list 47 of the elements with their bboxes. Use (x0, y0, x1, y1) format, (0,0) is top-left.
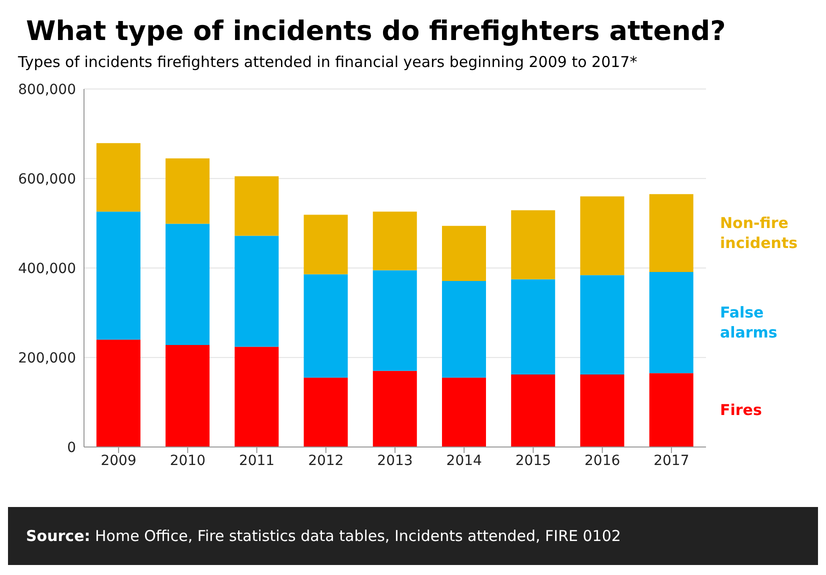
bar (304, 378, 348, 447)
x-tick-label: 2013 (377, 452, 413, 469)
chart-subtitle: Types of incidents firefighters attended in financial years beginning 2009 to 2017* (17, 52, 638, 73)
bar (234, 236, 279, 347)
x-tick-label: 2012 (308, 452, 344, 469)
x-tick-label: 2011 (238, 452, 275, 469)
bar (580, 275, 624, 375)
bar (96, 340, 140, 447)
bar (166, 158, 210, 224)
bar (166, 344, 210, 447)
y-tick-label: 200,000 (18, 350, 76, 366)
y-tick-label: 0 (67, 440, 76, 456)
bar (304, 214, 348, 274)
x-tick-label: 2017 (654, 452, 690, 469)
bar (372, 270, 417, 371)
bar (234, 176, 279, 236)
bar (511, 279, 556, 375)
y-tick-label: 400,000 (18, 260, 76, 277)
x-tick-label: 2010 (170, 452, 206, 469)
x-tick-label: 2014 (446, 452, 482, 469)
x-tick-label: 2016 (584, 452, 620, 469)
y-tick-label: 600,000 (18, 171, 76, 188)
y-tick-label: 800,000 (18, 82, 76, 98)
bar (649, 272, 694, 374)
bar (511, 374, 556, 447)
series-label: Fires (720, 401, 762, 420)
series-label: Non-fire incidents (720, 214, 798, 252)
source-note: Source: Home Office, Fire statistics data tables, Incidents attended, FIRE 0102 (8, 507, 818, 565)
bar (372, 212, 417, 270)
bar (580, 374, 624, 447)
bar (580, 196, 624, 276)
bar (511, 210, 556, 280)
series-label: False alarms (720, 304, 778, 342)
x-tick-label: 2015 (515, 452, 552, 469)
bar (166, 224, 210, 345)
bar (96, 143, 140, 212)
x-tick-label: 2009 (100, 452, 136, 469)
bar (442, 378, 486, 447)
bar (304, 274, 348, 378)
bar (442, 226, 486, 281)
chart-title: What type of incidents do firefighters attend? (25, 15, 727, 47)
bar (96, 212, 140, 340)
bar (372, 370, 417, 447)
bar (649, 194, 694, 272)
bar (442, 280, 486, 378)
bar (649, 373, 694, 447)
bar (234, 346, 279, 447)
